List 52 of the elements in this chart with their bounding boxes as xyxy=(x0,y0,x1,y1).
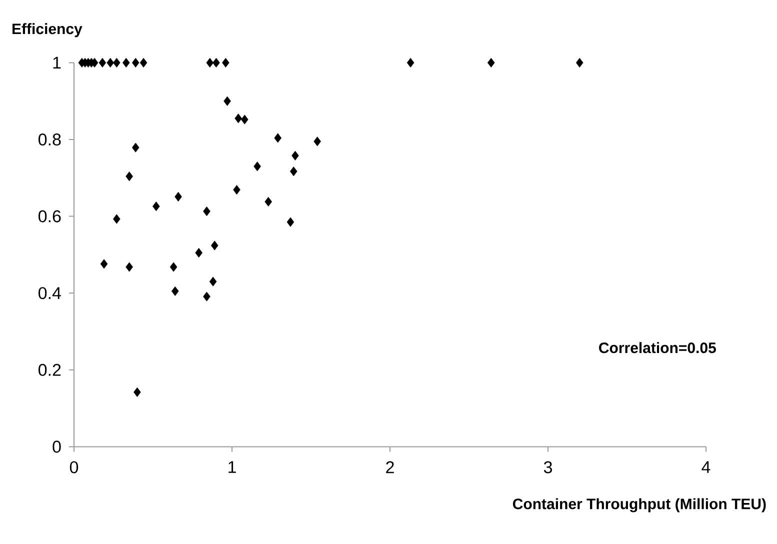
x-axis-title: Container Throughput (Million TEU) xyxy=(512,498,766,512)
point xyxy=(122,58,130,68)
point xyxy=(234,114,242,124)
point xyxy=(314,136,321,146)
x-tick-label: 3 xyxy=(544,461,552,474)
point xyxy=(171,286,179,296)
point xyxy=(233,185,240,195)
y-tick-label: 0.6 xyxy=(38,210,61,222)
point xyxy=(240,114,248,124)
y-tick-label: 0.8 xyxy=(38,133,61,146)
point xyxy=(286,217,294,227)
y-tick-label: 1 xyxy=(53,56,61,69)
point xyxy=(132,58,140,68)
point xyxy=(106,58,114,68)
point xyxy=(210,240,218,250)
point xyxy=(113,58,120,68)
point xyxy=(290,166,298,176)
y-tick-label: 0.2 xyxy=(38,364,61,376)
point xyxy=(264,196,272,207)
point xyxy=(222,58,230,68)
y-axis-title: Efficiency xyxy=(12,23,82,38)
x-tick-label: 0 xyxy=(70,461,78,474)
point xyxy=(274,133,282,143)
y-tick-label: 0 xyxy=(52,440,61,453)
point xyxy=(152,202,160,212)
point xyxy=(206,58,214,68)
point xyxy=(203,292,210,302)
point xyxy=(126,172,133,182)
point xyxy=(487,58,495,68)
x-tick-label: 4 xyxy=(702,461,710,473)
x-tick-label: 1 xyxy=(228,461,236,473)
annotation: Correlation=0.05 xyxy=(599,342,716,354)
point xyxy=(406,58,414,68)
point xyxy=(174,192,182,202)
point xyxy=(203,206,210,216)
point xyxy=(134,387,141,397)
point xyxy=(113,214,120,224)
x-tick-label: 2 xyxy=(386,461,394,474)
point xyxy=(254,162,261,172)
point xyxy=(292,150,299,160)
point xyxy=(195,248,202,258)
y-tick-label: 0.4 xyxy=(38,287,61,300)
point xyxy=(140,58,148,68)
point xyxy=(209,276,217,286)
point xyxy=(100,259,108,269)
point xyxy=(170,262,178,272)
point xyxy=(98,58,106,68)
point xyxy=(132,142,140,152)
point xyxy=(224,96,231,106)
point xyxy=(212,58,220,68)
point xyxy=(576,58,584,68)
point xyxy=(126,262,133,272)
